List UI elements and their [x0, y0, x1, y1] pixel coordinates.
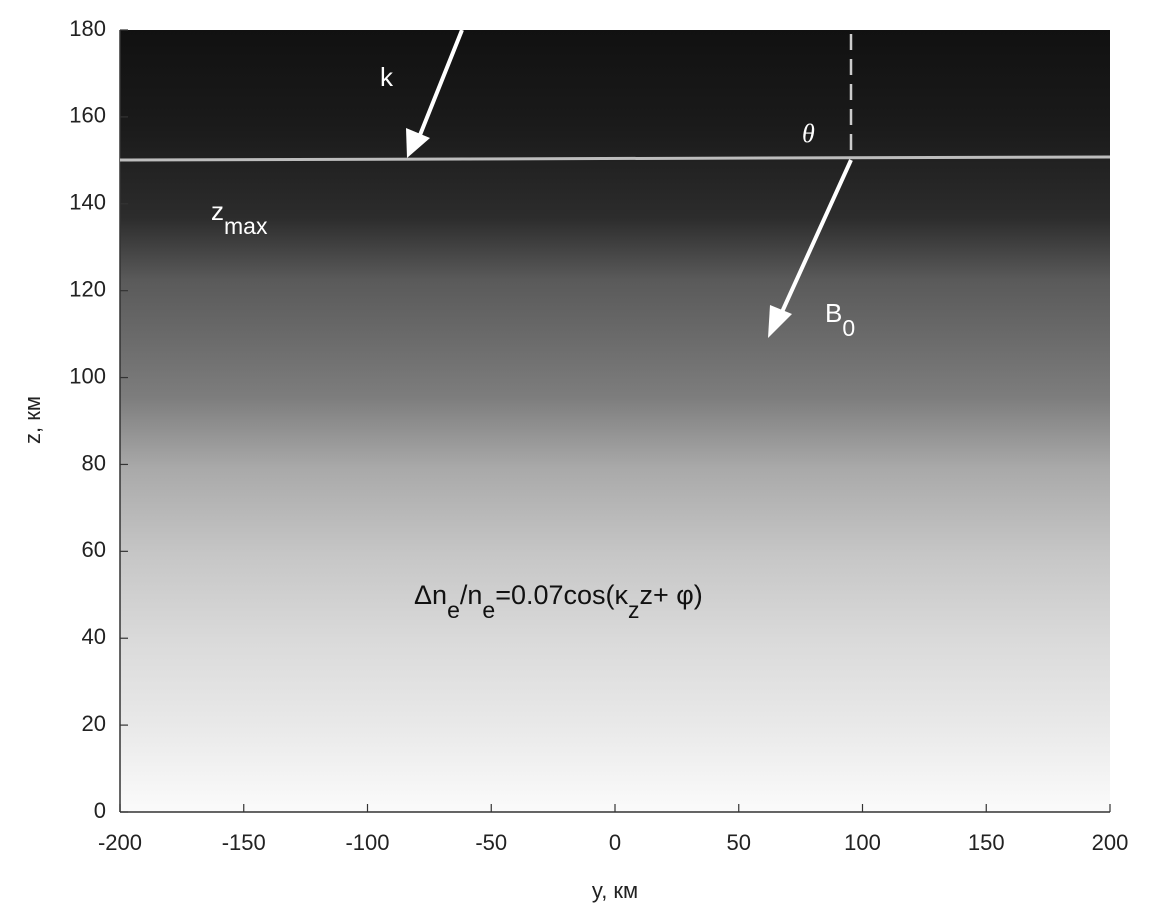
b0-arrowhead	[768, 305, 792, 338]
y-tick-label: 180	[69, 16, 106, 41]
x-tick-label: 200	[1092, 830, 1129, 855]
zmax-label: zmax	[211, 196, 268, 239]
y-tick-label: 80	[82, 450, 106, 475]
b0-label: B0	[825, 298, 855, 341]
x-tick-label: 50	[727, 830, 751, 855]
y-axis-label: z, км	[20, 396, 45, 444]
x-tick-label: 100	[844, 830, 881, 855]
y-tick-label: 100	[69, 363, 106, 388]
x-tick-label: -50	[475, 830, 507, 855]
b0-arrow	[780, 159, 853, 313]
k-label: k	[380, 62, 394, 92]
k-arrowhead	[406, 128, 430, 158]
theta-label: θ	[802, 119, 815, 148]
x-tick-label: 0	[609, 830, 621, 855]
x-tick-label: -150	[222, 830, 266, 855]
x-tick-label: 150	[968, 830, 1005, 855]
x-axis-label: y, км	[592, 878, 638, 903]
y-tick-label: 60	[82, 537, 106, 562]
y-tick-label: 120	[69, 276, 106, 301]
zmax-line	[119, 155, 1111, 162]
y-tick-label: 20	[82, 711, 106, 736]
y-tick-label: 140	[69, 190, 106, 215]
formula: Δne/ne=0.07cos(κzz+ φ)	[414, 580, 703, 623]
y-tick-label: 40	[82, 624, 106, 649]
y-tick-label: 160	[69, 103, 106, 128]
x-tick-label: -100	[345, 830, 389, 855]
y-tick-label: 0	[94, 798, 106, 823]
density-field	[120, 30, 1110, 812]
x-tick-label: -200	[98, 830, 142, 855]
k-arrow	[418, 29, 464, 136]
